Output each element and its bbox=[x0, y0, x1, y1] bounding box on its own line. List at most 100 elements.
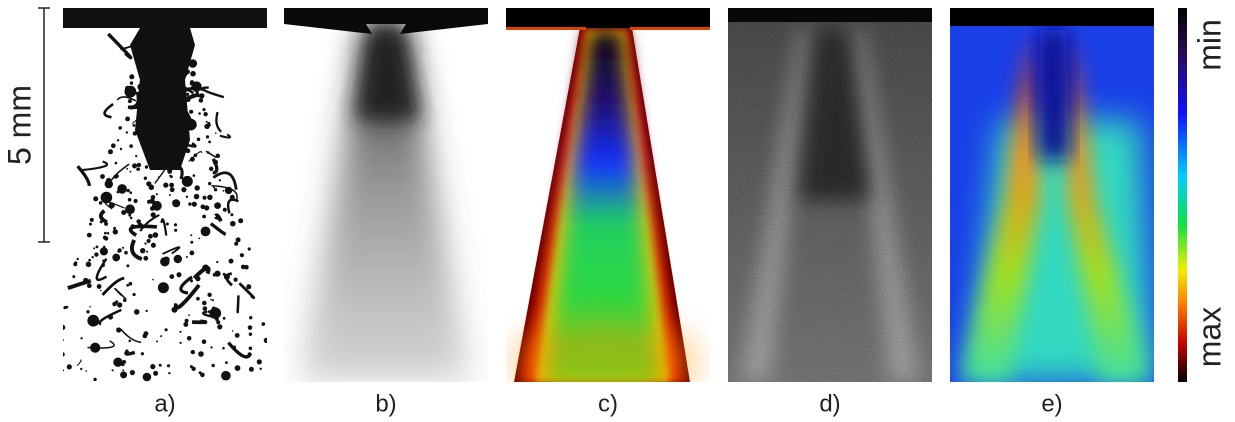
droplet bbox=[100, 174, 105, 179]
droplet bbox=[125, 204, 135, 215]
droplet bbox=[198, 371, 202, 375]
droplet bbox=[216, 320, 221, 325]
droplet bbox=[256, 359, 262, 365]
droplet bbox=[175, 93, 179, 97]
ligament bbox=[98, 308, 122, 326]
ligament bbox=[238, 282, 256, 300]
ligament bbox=[225, 272, 233, 287]
droplet bbox=[156, 35, 160, 39]
droplet bbox=[211, 363, 215, 368]
droplet bbox=[117, 249, 121, 253]
droplet bbox=[136, 162, 142, 168]
droplet bbox=[185, 56, 188, 58]
droplet bbox=[238, 218, 244, 224]
droplet bbox=[76, 257, 79, 261]
droplet bbox=[150, 206, 155, 211]
panel-image bbox=[284, 8, 488, 382]
droplet bbox=[99, 247, 108, 256]
droplet bbox=[140, 352, 144, 356]
droplet bbox=[184, 121, 187, 123]
droplet bbox=[91, 256, 94, 259]
panel-image bbox=[46, 8, 267, 382]
droplet bbox=[176, 42, 182, 48]
droplet bbox=[139, 80, 144, 84]
droplet bbox=[200, 226, 211, 237]
droplet bbox=[156, 340, 159, 343]
droplet bbox=[191, 366, 196, 371]
droplet bbox=[96, 284, 102, 289]
droplet bbox=[169, 274, 175, 279]
droplet bbox=[173, 254, 182, 264]
ligament bbox=[119, 328, 142, 344]
droplet bbox=[133, 198, 138, 204]
panel-label: d) bbox=[819, 390, 840, 417]
droplet bbox=[207, 310, 211, 313]
ligament bbox=[154, 163, 169, 184]
droplet bbox=[147, 77, 150, 80]
droplet bbox=[151, 57, 156, 62]
droplet bbox=[111, 143, 116, 148]
droplet bbox=[207, 292, 212, 297]
droplet bbox=[133, 309, 140, 315]
droplet bbox=[152, 232, 159, 238]
droplet bbox=[142, 333, 148, 339]
ligament bbox=[116, 96, 137, 102]
droplet bbox=[214, 270, 221, 277]
ligament bbox=[214, 213, 223, 222]
droplet bbox=[179, 55, 181, 57]
droplet bbox=[202, 195, 207, 200]
droplet bbox=[248, 332, 253, 336]
ligament bbox=[211, 157, 219, 175]
droplet bbox=[222, 346, 225, 350]
droplet bbox=[122, 360, 127, 364]
droplet bbox=[190, 279, 193, 283]
droplet bbox=[159, 69, 163, 72]
droplet bbox=[166, 364, 171, 368]
droplet bbox=[209, 166, 214, 171]
colorbar-min-label: min bbox=[1191, 19, 1227, 71]
droplet bbox=[165, 222, 169, 226]
droplet bbox=[152, 33, 156, 37]
ligament bbox=[172, 82, 194, 95]
droplet bbox=[128, 339, 132, 343]
droplet bbox=[142, 372, 152, 382]
droplet bbox=[166, 29, 171, 34]
droplet bbox=[261, 322, 266, 326]
droplet bbox=[116, 139, 120, 142]
droplet bbox=[143, 255, 149, 261]
ligament bbox=[179, 275, 194, 295]
droplet bbox=[106, 177, 112, 184]
droplet bbox=[46, 376, 50, 380]
ligament bbox=[110, 163, 130, 182]
droplet bbox=[72, 275, 76, 279]
ligament bbox=[162, 246, 181, 255]
droplet bbox=[144, 242, 147, 245]
droplet bbox=[146, 238, 151, 244]
droplet bbox=[167, 160, 170, 164]
droplet bbox=[175, 129, 179, 134]
ligament bbox=[101, 276, 125, 296]
droplet bbox=[163, 108, 168, 113]
droplet bbox=[185, 195, 189, 198]
droplet bbox=[132, 131, 138, 136]
droplet bbox=[248, 346, 253, 351]
droplet bbox=[74, 261, 78, 265]
droplet bbox=[174, 228, 178, 232]
ligament bbox=[211, 184, 238, 201]
droplet bbox=[167, 168, 173, 174]
ligament bbox=[171, 101, 191, 123]
droplet bbox=[95, 245, 99, 249]
ligament bbox=[128, 224, 158, 237]
droplet bbox=[193, 193, 200, 200]
droplet bbox=[208, 181, 212, 186]
droplet bbox=[148, 130, 159, 141]
droplet bbox=[132, 124, 136, 127]
droplet bbox=[160, 335, 163, 338]
ligament bbox=[76, 165, 91, 187]
droplet bbox=[114, 161, 118, 165]
droplet bbox=[173, 223, 178, 227]
ligament bbox=[201, 310, 217, 319]
droplet bbox=[198, 237, 201, 240]
ligament bbox=[114, 288, 127, 300]
droplet bbox=[204, 205, 210, 211]
